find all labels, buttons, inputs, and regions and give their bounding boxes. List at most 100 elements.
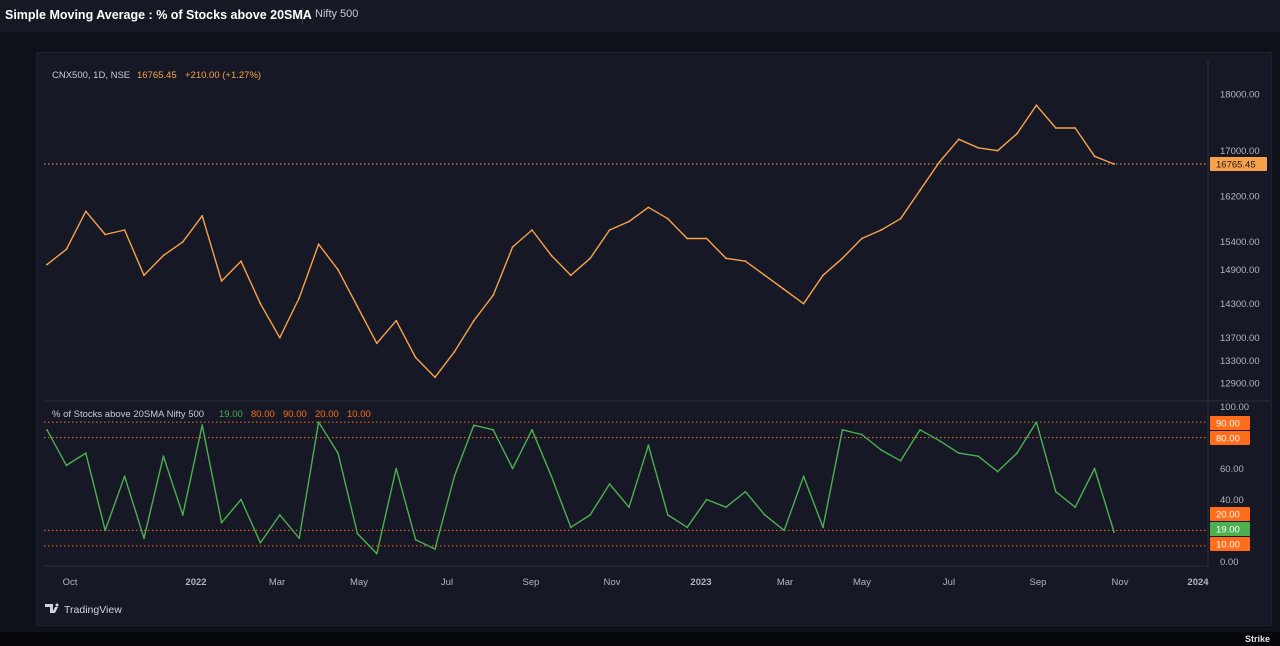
- level-badge-label: 80.00: [1216, 434, 1240, 445]
- indicator-point: [744, 490, 747, 493]
- indicator-point: [1113, 531, 1115, 533]
- time-tick-label-10: Jul: [943, 577, 955, 588]
- price-point: [65, 248, 68, 251]
- page-title: Simple Moving Average : % of Stocks abov…: [5, 8, 312, 22]
- price-point: [434, 376, 436, 379]
- price-legend-change: +210.00 (+1.27%): [185, 70, 261, 81]
- indicator-point: [317, 421, 320, 424]
- price-point: [220, 280, 223, 282]
- time-tick-label-8: Mar: [777, 577, 793, 588]
- price-point: [841, 257, 844, 260]
- price-point: [201, 214, 204, 217]
- price-point: [822, 274, 824, 277]
- indicator-point: [686, 526, 689, 529]
- indicator-tick-label-0: 100.00: [1220, 402, 1249, 413]
- indicator-point: [453, 475, 456, 478]
- indicator-point: [628, 506, 630, 509]
- indicator-line-group: [44, 421, 1208, 555]
- indicator-legend-value-1: 19.00: [219, 409, 243, 420]
- tradingview-brand: TradingView: [64, 604, 122, 616]
- level-badge-bg: [1210, 522, 1250, 536]
- indicator-point: [1016, 452, 1018, 454]
- indicator-point: [356, 532, 359, 535]
- price-point: [763, 274, 766, 277]
- level-badge-label: 10.00: [1216, 540, 1240, 551]
- time-tick-label-2: Mar: [269, 577, 285, 588]
- indicator-point: [899, 459, 902, 462]
- price-point: [84, 210, 87, 213]
- indicator-point: [996, 470, 999, 473]
- time-tick-label-7: 2023: [690, 577, 711, 588]
- symbol-tab[interactable]: Nifty 500: [315, 8, 359, 20]
- time-tick-label-0: Oct: [63, 577, 78, 588]
- price-legend-symbol: CNX500, 1D, NSE: [52, 70, 130, 81]
- level-badge-2: 20.00: [1210, 507, 1250, 521]
- price-tick-label-3: 15400.00: [1220, 237, 1260, 248]
- price-point: [919, 189, 921, 192]
- price-tick-label-5: 14300.00: [1220, 299, 1260, 310]
- price-point: [531, 229, 533, 231]
- indicator-point: [395, 467, 398, 470]
- indicator-point: [492, 428, 495, 431]
- indicator-legend-value-2: 80.00: [251, 409, 275, 420]
- indicator-point: [725, 506, 727, 509]
- price-tick-label-2: 16200.00: [1220, 192, 1260, 203]
- price-point: [395, 319, 398, 322]
- price-legend-last: 16765.45: [137, 70, 177, 81]
- price-point: [977, 146, 980, 149]
- indicator-tick-label-1: 60.00: [1220, 464, 1244, 475]
- price-point: [472, 319, 475, 322]
- time-tick-label-13: 2024: [1187, 577, 1209, 588]
- price-point: [356, 305, 359, 308]
- top-bar: Simple Moving Average : % of Stocks abov…: [0, 0, 1280, 32]
- indicator-point: [531, 428, 533, 431]
- indicator-legend-value-4: 20.00: [315, 409, 339, 420]
- last-price-badge: 16765.45: [1210, 156, 1267, 171]
- time-tick-label-3: May: [350, 577, 368, 588]
- indicator-point: [705, 498, 708, 501]
- time-tick-label-5: Sep: [523, 577, 540, 588]
- indicator-axis: 100.00 60.00 40.00 0.00 90.00 80.00 20.00 19.00…: [1210, 402, 1250, 568]
- price-point: [647, 206, 650, 209]
- price-point: [705, 237, 708, 240]
- price-point: [162, 254, 165, 257]
- price-point: [511, 246, 514, 248]
- level-badge-3: 19.00: [1210, 522, 1250, 536]
- time-axis: Oct 2022 Mar May Jul Sep Nov 2023 Mar May Jul Sep No…: [63, 577, 1210, 588]
- price-point: [569, 274, 572, 277]
- price-pane: [44, 60, 1208, 400]
- price-point: [1074, 127, 1077, 129]
- indicator-point: [104, 529, 107, 532]
- level-badge-0: 90.00: [1210, 416, 1250, 430]
- indicator-point: [1035, 421, 1038, 424]
- price-point: [880, 229, 883, 231]
- level-badge-label: 90.00: [1216, 419, 1240, 430]
- indicator-point: [860, 433, 863, 436]
- price-point: [1035, 104, 1038, 107]
- indicator-point: [511, 467, 514, 470]
- price-point: [1093, 155, 1096, 158]
- price-point: [181, 241, 184, 243]
- price-point: [1016, 132, 1018, 135]
- indicator-point: [123, 475, 126, 478]
- price-series-line: [46, 104, 1115, 378]
- level-badge-bg: [1210, 416, 1250, 430]
- indicator-point: [802, 475, 805, 478]
- price-point: [414, 356, 417, 359]
- indicator-point: [278, 514, 281, 516]
- indicator-point: [977, 455, 980, 458]
- indicator-point: [414, 538, 417, 541]
- price-point: [337, 268, 339, 271]
- indicator-point: [647, 444, 650, 447]
- indicator-point: [240, 498, 242, 501]
- level-badge-bg: [1210, 507, 1250, 521]
- indicator-point: [434, 548, 436, 550]
- indicator-series-line: [46, 421, 1115, 555]
- indicator-point: [919, 428, 921, 431]
- price-point: [899, 217, 902, 220]
- indicator-point: [65, 464, 68, 467]
- level-badge-4: 10.00: [1210, 537, 1250, 551]
- indicator-pane: [44, 402, 1208, 566]
- price-point: [317, 243, 320, 246]
